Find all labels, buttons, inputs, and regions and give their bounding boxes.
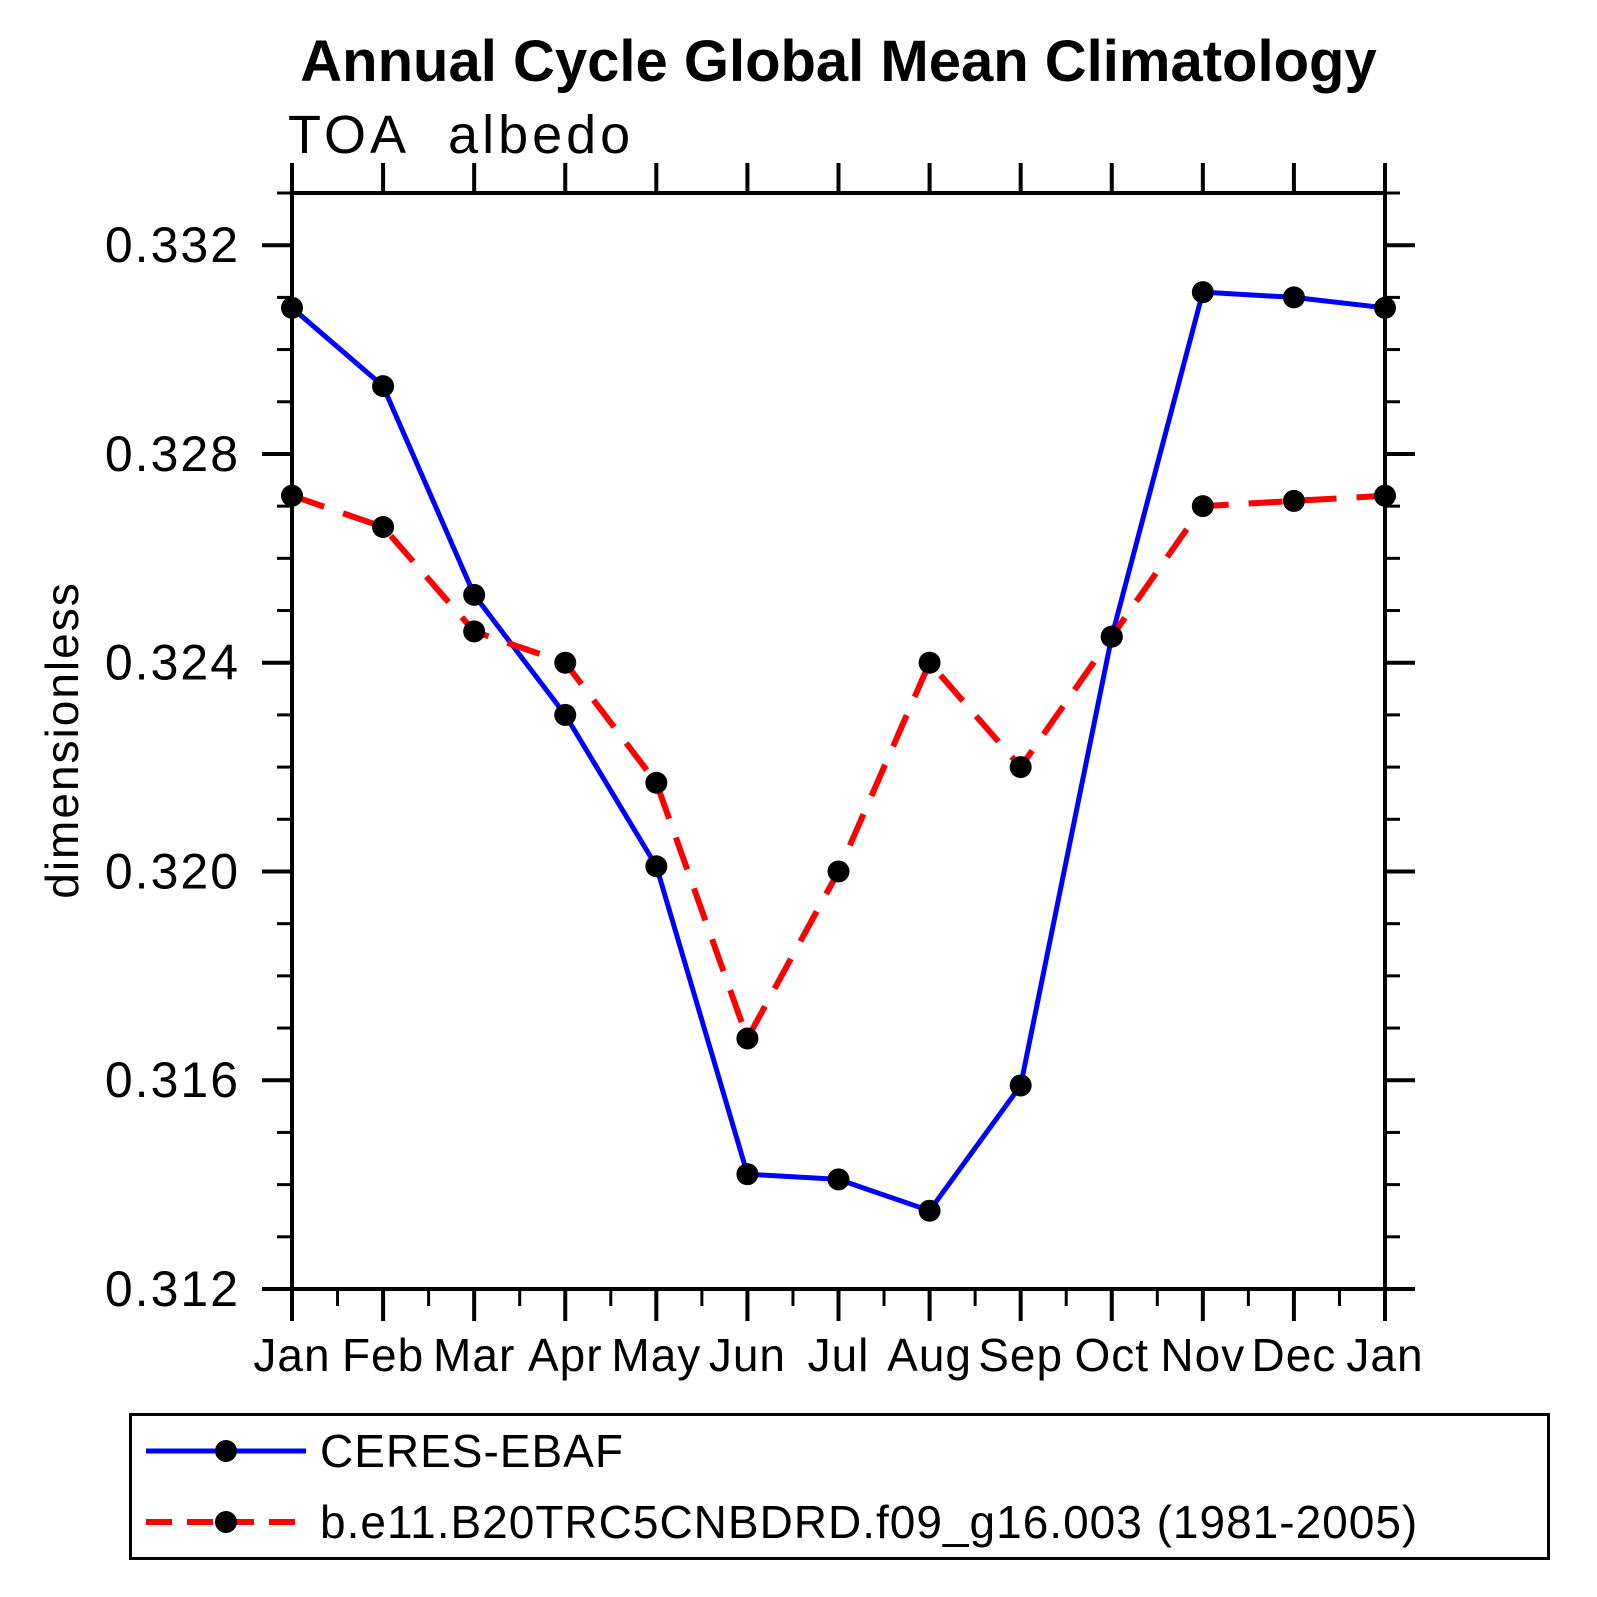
- legend-item-model: b.e11.B20TRC5CNBDRD.f09_g16.003 (1981-20…: [132, 1487, 1547, 1558]
- x-tick-label: May: [611, 1329, 701, 1381]
- data-point-0: [1374, 296, 1396, 319]
- x-tick-label: Nov: [1160, 1329, 1245, 1381]
- data-point-1: [827, 860, 850, 883]
- x-tick-label: Apr: [528, 1329, 603, 1381]
- data-point-0: [281, 296, 303, 319]
- legend-line-sample-dashed: [146, 1510, 306, 1533]
- data-point-0: [1282, 286, 1305, 309]
- data-point-1: [463, 620, 486, 643]
- y-tick-label: 0.324: [105, 635, 240, 691]
- data-point-1: [372, 516, 395, 539]
- data-point-1: [1009, 756, 1032, 779]
- data-point-0: [645, 855, 668, 878]
- data-point-0: [463, 583, 486, 606]
- legend-item-ceres-ebaf: CERES-EBAF: [132, 1416, 1547, 1487]
- y-tick-label: 0.320: [105, 843, 240, 899]
- data-point-0: [918, 1199, 941, 1222]
- data-point-1: [736, 1027, 759, 1050]
- x-tick-label: Jun: [709, 1329, 786, 1381]
- x-tick-label: Oct: [1074, 1329, 1149, 1381]
- data-point-0: [1191, 281, 1214, 304]
- y-tick-label: 0.328: [105, 426, 240, 482]
- x-tick-label: Jul: [808, 1329, 870, 1381]
- legend-sample-marker: [215, 1440, 237, 1463]
- data-point-1: [1374, 484, 1396, 507]
- data-point-1: [645, 771, 668, 794]
- data-point-1: [1282, 489, 1305, 512]
- data-point-1: [281, 484, 303, 507]
- series-line-1: [291, 492, 1386, 1046]
- y-tick-label: 0.316: [105, 1052, 240, 1108]
- x-tick-label: Aug: [887, 1329, 972, 1381]
- data-point-1: [554, 651, 577, 674]
- data-point-1: [1191, 495, 1214, 518]
- x-tick-label: Feb: [342, 1329, 424, 1381]
- plot-frame: [290, 191, 1387, 1291]
- legend-line-sample-solid: [146, 1440, 306, 1463]
- data-point-1: [1100, 625, 1123, 648]
- data-point-0: [736, 1163, 759, 1186]
- legend-label-ceres-ebaf: CERES-EBAF: [320, 1425, 624, 1478]
- x-tick-label: Jan: [253, 1329, 330, 1381]
- data-point-0: [554, 703, 577, 726]
- data-point-0: [1009, 1074, 1032, 1097]
- legend-sample-marker: [215, 1510, 237, 1533]
- data-point-0: [827, 1168, 850, 1191]
- x-tick-label: Sep: [978, 1329, 1063, 1381]
- y-tick-label: 0.332: [105, 217, 240, 273]
- x-tick-label: Dec: [1252, 1329, 1337, 1381]
- series-line-0: [290, 289, 1386, 1214]
- legend: CERES-EBAF b.e11.B20TRC5CNBDRD.f09_g16.0…: [129, 1413, 1550, 1560]
- x-tick-label: Mar: [433, 1329, 515, 1381]
- chart-title: Annual Cycle Global Mean Climatology: [300, 29, 1377, 94]
- x-tick-label: Jan: [1346, 1329, 1423, 1381]
- legend-label-model: b.e11.B20TRC5CNBDRD.f09_g16.003 (1981-20…: [320, 1495, 1419, 1548]
- data-point-0: [372, 375, 395, 398]
- chart-subtitle: TOA albedo: [288, 105, 635, 165]
- data-point-1: [918, 651, 941, 674]
- y-tick-label: 0.312: [105, 1261, 240, 1317]
